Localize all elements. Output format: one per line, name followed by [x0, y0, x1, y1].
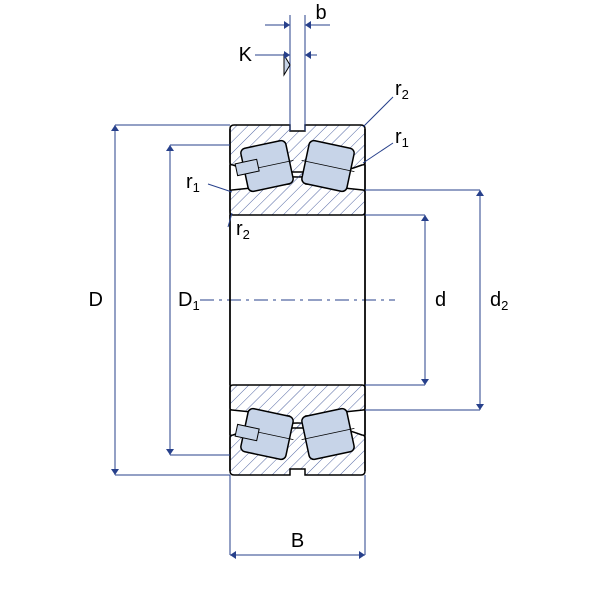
label-r2b: r2 [236, 218, 250, 242]
label-D: D [89, 289, 103, 311]
bearing-cross-section: r2 r1 r1 r2 D D1 d d2 Bb K [0, 0, 600, 600]
label-d2: d2 [490, 289, 508, 313]
label-d: d [435, 289, 446, 311]
label-r2: r2 [395, 78, 409, 102]
label-B: B [291, 530, 304, 552]
label-K: K [239, 44, 253, 66]
label-r1b: r1 [186, 171, 200, 195]
label-r1: r1 [395, 126, 409, 150]
label-D1: D1 [178, 289, 200, 313]
label-b: b [316, 2, 327, 24]
